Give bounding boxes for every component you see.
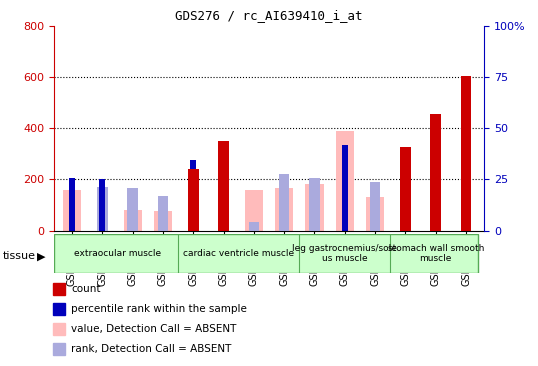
Bar <box>124 210 141 231</box>
Bar <box>190 160 196 231</box>
Bar <box>370 182 380 231</box>
Bar <box>309 178 320 231</box>
Bar <box>433 138 438 231</box>
Text: stomach wall smooth
muscle: stomach wall smooth muscle <box>387 244 484 263</box>
Bar <box>249 221 259 231</box>
Text: ▶: ▶ <box>37 251 46 261</box>
Bar <box>100 179 105 231</box>
Bar <box>245 190 263 231</box>
Bar <box>63 190 81 231</box>
Bar <box>128 188 138 231</box>
Bar <box>53 283 65 295</box>
Text: rank, Detection Call = ABSENT: rank, Detection Call = ABSENT <box>71 344 231 354</box>
Bar <box>342 145 348 231</box>
Bar <box>53 323 65 335</box>
Bar <box>158 196 168 231</box>
Bar <box>400 147 410 231</box>
Text: leg gastrocnemius/sole
us muscle: leg gastrocnemius/sole us muscle <box>292 244 397 263</box>
Bar <box>221 156 226 231</box>
Bar <box>53 343 65 355</box>
Bar <box>336 131 354 231</box>
Bar <box>69 178 75 231</box>
Bar <box>97 187 108 231</box>
Bar <box>154 212 172 231</box>
Bar <box>366 197 384 231</box>
Bar <box>279 174 289 231</box>
Text: cardiac ventricle muscle: cardiac ventricle muscle <box>183 249 294 258</box>
Bar <box>430 114 441 231</box>
Bar <box>218 141 229 231</box>
Bar <box>275 188 293 231</box>
Bar <box>463 119 469 231</box>
Text: extraocular muscle: extraocular muscle <box>74 249 161 258</box>
Bar <box>188 169 199 231</box>
Bar <box>306 184 323 231</box>
Text: tissue: tissue <box>3 251 36 261</box>
Text: percentile rank within the sample: percentile rank within the sample <box>71 304 247 314</box>
Text: GDS276 / rc_AI639410_i_at: GDS276 / rc_AI639410_i_at <box>175 9 363 22</box>
Bar <box>53 303 65 315</box>
Bar <box>402 171 408 231</box>
Text: count: count <box>71 284 101 294</box>
Bar <box>461 75 471 231</box>
Text: value, Detection Call = ABSENT: value, Detection Call = ABSENT <box>71 324 237 334</box>
